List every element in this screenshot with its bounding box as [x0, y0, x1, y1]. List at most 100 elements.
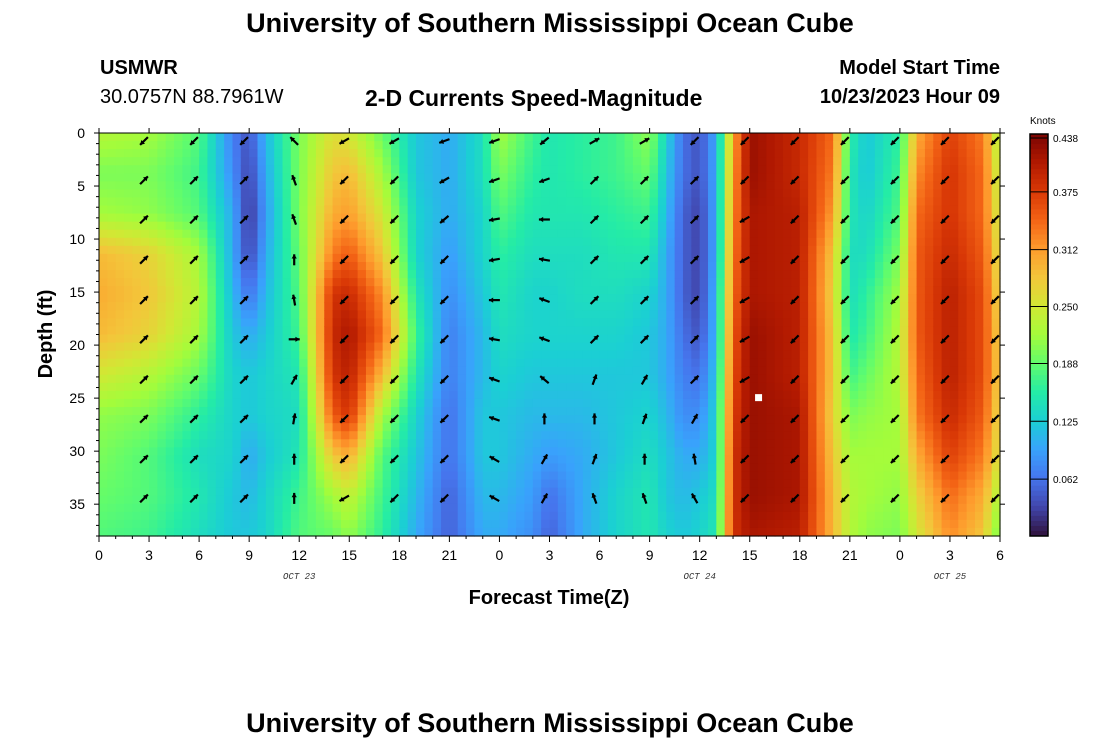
heat-cell [708, 495, 717, 505]
heat-cell [474, 334, 484, 344]
heat-cell [407, 149, 417, 158]
heat-cell [641, 511, 651, 521]
heat-cell [157, 229, 167, 239]
heat-cell [749, 189, 759, 199]
heat-cell [441, 358, 450, 368]
heat-cell [557, 205, 567, 215]
heat-cell [557, 390, 567, 400]
heat-cell [174, 253, 184, 263]
heat-cell [516, 334, 526, 344]
heat-cell [682, 398, 692, 408]
heat-cell [165, 479, 175, 489]
heat-cell [332, 261, 342, 271]
heat-cell [265, 350, 275, 360]
heat-cell [132, 463, 142, 473]
heat-cell [741, 165, 751, 174]
heat-cell [666, 141, 676, 150]
heat-cell [190, 455, 200, 465]
heat-cell [632, 189, 642, 199]
heat-cell [708, 503, 717, 513]
heat-cell [891, 398, 901, 408]
heat-cell [532, 326, 542, 336]
heat-cell [157, 261, 167, 271]
heat-cell [691, 350, 701, 360]
heat-cell [274, 270, 284, 279]
heat-cell [649, 471, 659, 481]
heat-cell [324, 415, 334, 424]
heat-cell [149, 253, 158, 263]
heat-cell [140, 439, 150, 448]
heat-cell [866, 302, 876, 311]
heat-cell [507, 326, 517, 336]
heat-cell [749, 270, 759, 279]
heat-cell [482, 415, 492, 424]
heat-cell [858, 294, 868, 303]
heat-cell [507, 253, 517, 263]
heat-cell [399, 471, 409, 481]
heat-cell [582, 334, 592, 344]
heat-cell [516, 431, 526, 440]
heat-cell [824, 423, 834, 432]
heat-cell [749, 374, 759, 384]
heat-cell [566, 221, 576, 231]
heat-cell [799, 398, 809, 408]
heat-cell [524, 471, 534, 481]
heat-cell [766, 471, 776, 481]
heat-cell [157, 173, 167, 182]
heat-cell [307, 503, 317, 513]
heat-cell [224, 294, 234, 303]
heat-cell [249, 310, 259, 319]
heat-cell [908, 141, 918, 150]
heat-cell [799, 431, 809, 440]
heat-cell [357, 390, 367, 400]
heat-cell [124, 149, 133, 158]
heat-cell [682, 358, 692, 368]
heat-cell [532, 278, 542, 287]
heat-cell [883, 165, 893, 174]
heat-cell [457, 527, 467, 537]
heat-cell [99, 487, 108, 497]
heat-cell [324, 229, 334, 239]
heat-cell [340, 527, 350, 537]
heat-cell [682, 447, 692, 456]
heat-cell [182, 221, 192, 231]
heat-cell [682, 205, 692, 215]
heat-cell [632, 374, 642, 384]
heat-cell [716, 261, 726, 271]
heat-cell [441, 310, 450, 319]
heat-cell [766, 503, 776, 513]
heat-cell [549, 358, 559, 368]
heat-cell [549, 205, 559, 215]
heat-cell [916, 519, 926, 529]
heat-cell [190, 431, 200, 440]
heat-cell [616, 415, 626, 424]
heat-cell [274, 213, 284, 223]
heat-cell [733, 253, 742, 263]
heat-cell [499, 294, 509, 303]
heat-cell [432, 527, 442, 537]
heat-cell [265, 487, 275, 497]
heat-cell [541, 326, 551, 336]
heat-cell [482, 278, 492, 287]
heat-cell [457, 358, 467, 368]
heat-cell [199, 463, 209, 473]
heat-cell [507, 286, 517, 295]
heat-cell [107, 310, 117, 319]
heat-cell [824, 253, 834, 263]
heat-cell [607, 302, 617, 311]
heat-cell [432, 237, 442, 247]
heat-cell [791, 141, 801, 150]
heat-cell [916, 253, 926, 263]
heat-cell [332, 479, 342, 489]
heat-cell [132, 213, 142, 223]
heat-cell [507, 390, 517, 400]
heat-cell [816, 415, 826, 424]
heat-cell [382, 382, 392, 392]
heat-cell [783, 366, 793, 376]
heat-cell [816, 463, 826, 473]
heat-cell [99, 221, 108, 231]
heat-cell [124, 318, 133, 328]
heat-cell [165, 334, 175, 344]
heat-cell [157, 205, 167, 215]
heat-cell [833, 471, 843, 481]
